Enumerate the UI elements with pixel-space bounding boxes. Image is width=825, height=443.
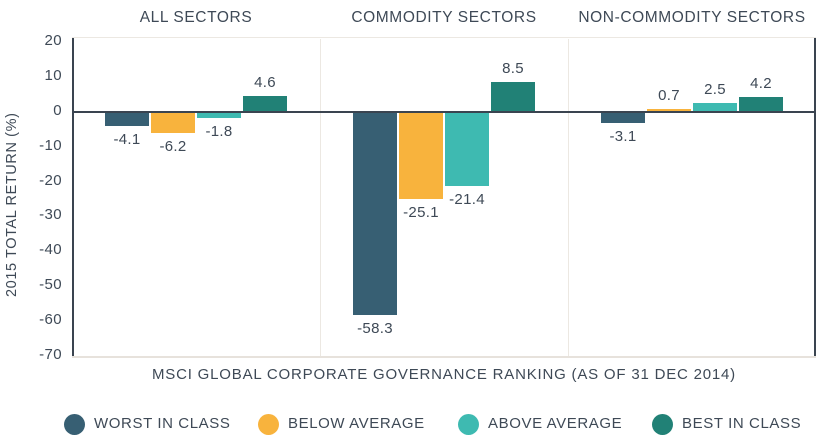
bar-worst-in-class xyxy=(353,111,397,316)
legend-label: WORST IN CLASS xyxy=(94,415,231,432)
y-tick-label: -40 xyxy=(39,241,62,259)
plot-right-border xyxy=(814,38,816,356)
bar-below-average xyxy=(399,111,443,200)
bar-value-label: 4.6 xyxy=(254,73,276,91)
y-tick-label: -70 xyxy=(39,346,62,363)
panel-title: ALL SECTORS xyxy=(139,9,253,26)
panel-separator xyxy=(320,39,321,356)
y-tick-label: 10 xyxy=(44,66,62,84)
bar-worst-in-class xyxy=(601,111,645,123)
bar-value-label: -3.1 xyxy=(609,127,637,145)
bar-value-label: -1.8 xyxy=(205,123,233,141)
bar-value-label: -58.3 xyxy=(357,320,393,338)
legend-swatch-icon xyxy=(458,413,479,435)
y-tick-label: -20 xyxy=(39,171,62,189)
bar-value-label: -25.1 xyxy=(403,204,439,222)
bar-value-label: -4.1 xyxy=(113,131,141,149)
panel-separator xyxy=(568,39,569,356)
zero-line xyxy=(72,110,816,113)
y-tick-label: -50 xyxy=(39,276,62,294)
bar-value-label: -21.4 xyxy=(449,191,485,209)
bar-value-label: 0.7 xyxy=(658,87,680,105)
legend-label: ABOVE AVERAGE xyxy=(488,415,623,432)
legend-item-below-average: BELOW AVERAGE xyxy=(258,413,425,435)
legend-swatch-icon xyxy=(64,413,85,435)
bar-best-in-class xyxy=(243,95,287,112)
bar-value-label: 4.2 xyxy=(750,75,772,93)
panel-title: COMMODITY SECTORS xyxy=(351,9,537,26)
bar-above-average xyxy=(197,111,241,119)
legend: WORST IN CLASS BELOW AVERAGE ABOVE AVERAGE… xyxy=(0,413,825,437)
legend-label: BEST IN CLASS xyxy=(682,415,802,432)
legend-item-above-average: ABOVE AVERAGE xyxy=(458,413,622,435)
bar-above-average xyxy=(445,111,489,187)
legend-item-worst-in-class: WORST IN CLASS xyxy=(64,413,230,435)
x-axis-title: MSCI GLOBAL CORPORATE GOVERNANCE RANKING… xyxy=(152,366,736,383)
y-tick-label: 20 xyxy=(44,32,62,49)
legend-swatch-icon xyxy=(652,413,673,435)
bar-best-in-class xyxy=(739,97,783,112)
bar-value-label: 2.5 xyxy=(704,81,726,99)
bar-value-label: 8.5 xyxy=(502,60,524,78)
y-tick-label: -10 xyxy=(39,136,62,154)
bar-above-average xyxy=(693,103,737,112)
legend-label: BELOW AVERAGE xyxy=(288,415,425,432)
y-tick-label: -30 xyxy=(39,206,62,224)
y-tick-label: -60 xyxy=(39,311,62,329)
bar-best-in-class xyxy=(491,82,535,112)
bar-worst-in-class xyxy=(105,111,149,127)
legend-swatch-icon xyxy=(258,413,279,435)
bar-below-average xyxy=(151,111,195,134)
bar-value-label: -6.2 xyxy=(159,138,187,156)
y-axis-line xyxy=(72,38,74,356)
plot-area: -4.1 -6.2 -1.8 4.6 -58.3 -25.1 -21.4 8.5 -3.1 0.7… xyxy=(72,37,816,358)
panel-title: NON-COMMODITY SECTORS xyxy=(578,9,806,26)
bar-below-average xyxy=(647,109,691,112)
y-tick-label: 0 xyxy=(53,101,62,119)
legend-item-best-in-class: BEST IN CLASS xyxy=(652,413,801,435)
